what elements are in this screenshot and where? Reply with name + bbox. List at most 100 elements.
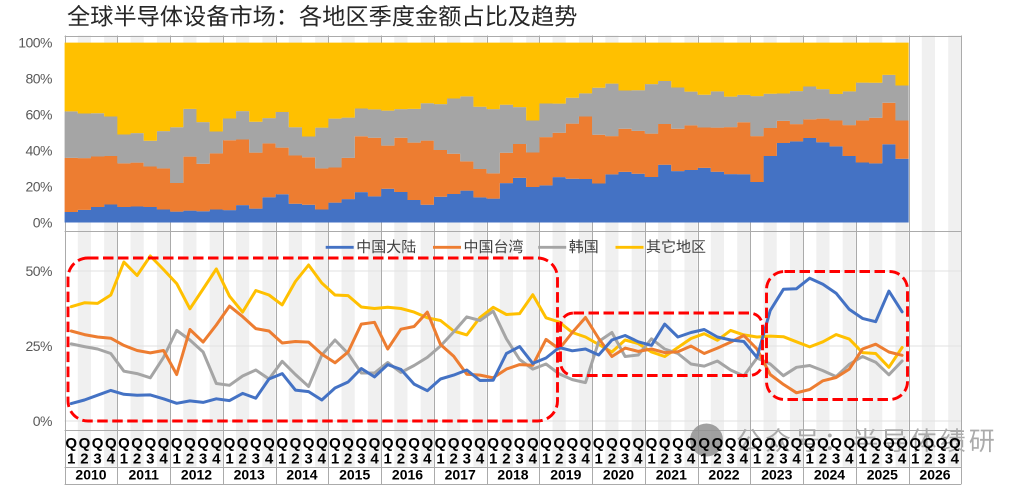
svg-text:Q: Q <box>778 435 790 452</box>
svg-text:4: 4 <box>581 451 590 468</box>
svg-text:Q: Q <box>593 435 605 452</box>
svg-text:1: 1 <box>225 451 233 468</box>
svg-text:Q: Q <box>435 435 447 452</box>
svg-text:Q: Q <box>118 435 130 452</box>
svg-text:Q: Q <box>909 435 921 452</box>
svg-text:1: 1 <box>67 451 75 468</box>
svg-text:2013: 2013 <box>234 467 265 483</box>
svg-text:Q: Q <box>949 435 961 452</box>
svg-text:1: 1 <box>595 451 603 468</box>
svg-text:4: 4 <box>792 451 801 468</box>
svg-text:2010: 2010 <box>75 467 106 483</box>
svg-text:Q: Q <box>764 435 776 452</box>
svg-text:Q: Q <box>65 435 77 452</box>
svg-text:Q: Q <box>514 435 526 452</box>
svg-text:Q: Q <box>619 435 631 452</box>
svg-text:3: 3 <box>515 451 523 468</box>
svg-text:Q: Q <box>883 435 895 452</box>
svg-text:3: 3 <box>885 451 893 468</box>
svg-text:Q: Q <box>659 435 671 452</box>
svg-text:Q: Q <box>540 435 552 452</box>
svg-text:Q: Q <box>725 435 737 452</box>
svg-text:3: 3 <box>410 451 418 468</box>
svg-text:2: 2 <box>872 451 880 468</box>
svg-text:2: 2 <box>819 451 827 468</box>
svg-text:1: 1 <box>331 451 339 468</box>
svg-text:3: 3 <box>146 451 154 468</box>
svg-text:Q: Q <box>672 435 684 452</box>
svg-text:Q: Q <box>395 435 407 452</box>
svg-text:Q: Q <box>712 435 724 452</box>
svg-text:4: 4 <box>423 451 432 468</box>
svg-text:Q: Q <box>553 435 565 452</box>
svg-text:Q: Q <box>751 435 763 452</box>
svg-text:1: 1 <box>753 451 761 468</box>
svg-text:4: 4 <box>845 451 854 468</box>
svg-text:Q: Q <box>197 435 209 452</box>
svg-text:Q: Q <box>144 435 156 452</box>
svg-text:3: 3 <box>252 451 260 468</box>
svg-text:Q: Q <box>501 435 513 452</box>
svg-text:3: 3 <box>357 451 365 468</box>
svg-text:3: 3 <box>674 451 682 468</box>
svg-text:2: 2 <box>502 451 510 468</box>
svg-text:2: 2 <box>397 451 405 468</box>
svg-text:2: 2 <box>344 451 352 468</box>
svg-text:Q: Q <box>355 435 367 452</box>
svg-text:4: 4 <box>634 451 643 468</box>
svg-text:Q: Q <box>382 435 394 452</box>
svg-text:Q: Q <box>606 435 618 452</box>
svg-text:Q: Q <box>79 435 91 452</box>
svg-text:2: 2 <box>291 451 299 468</box>
svg-text:2022: 2022 <box>708 467 739 483</box>
svg-text:Q: Q <box>646 435 658 452</box>
svg-text:4: 4 <box>318 451 327 468</box>
svg-text:4: 4 <box>898 451 907 468</box>
svg-text:2: 2 <box>186 451 194 468</box>
svg-text:0%: 0% <box>33 214 52 230</box>
svg-text:3: 3 <box>779 451 787 468</box>
svg-text:3: 3 <box>832 451 840 468</box>
svg-text:4: 4 <box>107 451 116 468</box>
svg-text:25%: 25% <box>25 338 52 354</box>
svg-text:Q: Q <box>158 435 170 452</box>
svg-text:2021: 2021 <box>656 467 687 483</box>
svg-text:Q: Q <box>791 435 803 452</box>
svg-text:Q: Q <box>303 435 315 452</box>
svg-text:Q: Q <box>276 435 288 452</box>
svg-text:40%: 40% <box>25 142 52 158</box>
svg-text:Q: Q <box>263 435 275 452</box>
svg-text:Q: Q <box>830 435 842 452</box>
svg-text:2020: 2020 <box>603 467 634 483</box>
svg-text:2023: 2023 <box>761 467 792 483</box>
svg-text:4: 4 <box>529 451 538 468</box>
svg-text:3: 3 <box>937 451 945 468</box>
svg-text:Q: Q <box>857 435 869 452</box>
svg-text:1: 1 <box>911 451 919 468</box>
svg-text:1: 1 <box>806 451 814 468</box>
svg-text:Q: Q <box>896 435 908 452</box>
svg-text:2012: 2012 <box>181 467 212 483</box>
svg-text:Q: Q <box>250 435 262 452</box>
svg-text:Q: Q <box>566 435 578 452</box>
svg-text:Q: Q <box>369 435 381 452</box>
svg-text:Q: Q <box>698 435 710 452</box>
svg-text:1: 1 <box>700 451 708 468</box>
svg-text:2026: 2026 <box>919 467 950 483</box>
svg-text:4: 4 <box>370 451 379 468</box>
svg-text:2: 2 <box>450 451 458 468</box>
svg-text:3: 3 <box>463 451 471 468</box>
svg-text:3: 3 <box>568 451 576 468</box>
svg-text:Q: Q <box>527 435 539 452</box>
svg-text:2011: 2011 <box>129 467 160 483</box>
svg-text:2: 2 <box>608 451 616 468</box>
svg-text:Q: Q <box>923 435 935 452</box>
svg-text:100%: 100% <box>18 34 52 50</box>
svg-text:1: 1 <box>858 451 866 468</box>
svg-text:4: 4 <box>740 451 749 468</box>
svg-text:4: 4 <box>687 451 696 468</box>
svg-text:2: 2 <box>133 451 141 468</box>
svg-text:Q: Q <box>421 435 433 452</box>
svg-text:Q: Q <box>474 435 486 452</box>
svg-text:1: 1 <box>489 451 497 468</box>
